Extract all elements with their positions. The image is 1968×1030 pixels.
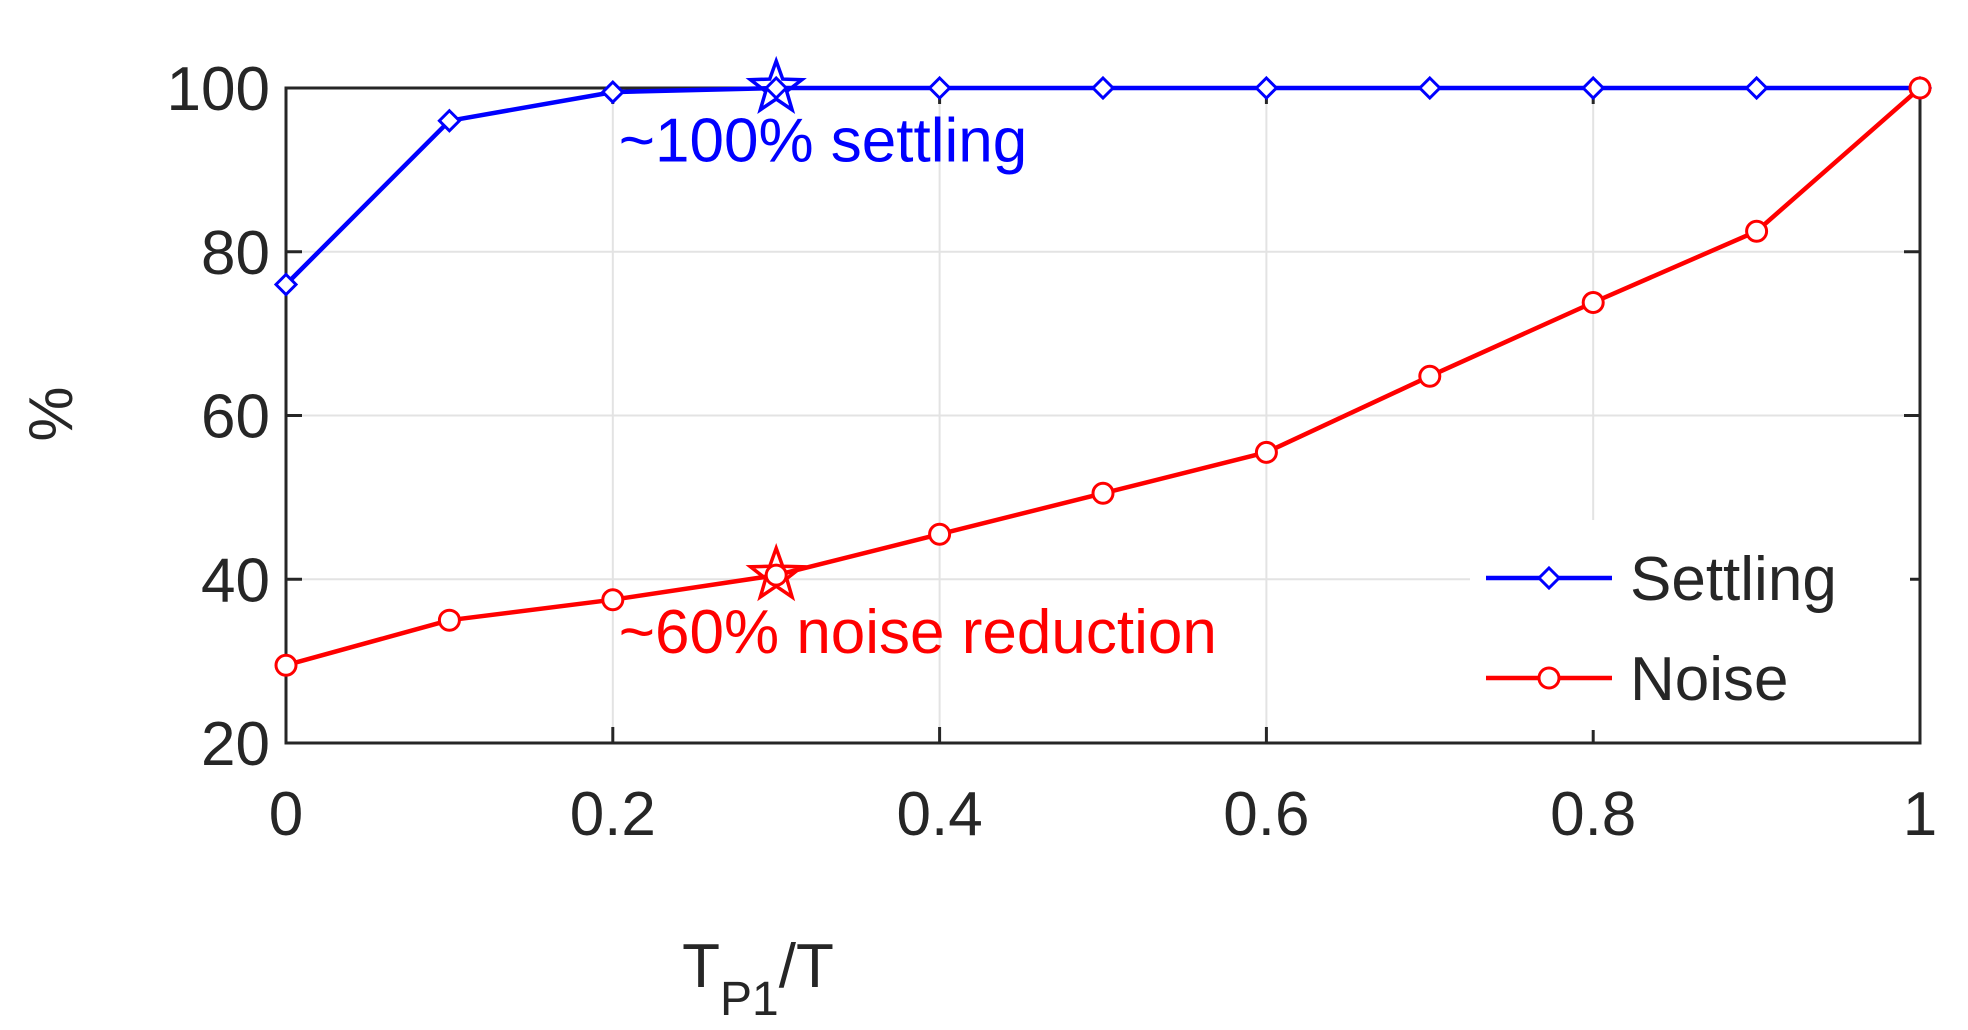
noise-point xyxy=(1254,440,1278,464)
noise-point xyxy=(1091,481,1115,505)
settling-point xyxy=(1581,75,1606,101)
legend-settling-marker xyxy=(1536,565,1562,591)
x-tick-label: 1 xyxy=(1903,780,1937,849)
noise-point xyxy=(601,588,625,612)
y-axis-label: % xyxy=(17,386,86,441)
noise-point xyxy=(1418,364,1442,388)
x-axis-label-subscript: P1 xyxy=(720,973,779,1026)
noise-point xyxy=(437,608,461,632)
legend-box xyxy=(1470,520,1910,730)
settling-point xyxy=(1254,75,1279,101)
y-tick-label: 60 xyxy=(201,383,270,452)
noise-point xyxy=(274,653,298,677)
settling-point xyxy=(437,108,462,133)
settling-point xyxy=(927,75,952,101)
x-tick-label: 0.6 xyxy=(1223,780,1309,849)
x-tick-label: 0.8 xyxy=(1550,780,1636,849)
noise-point xyxy=(1745,219,1769,243)
noise-highlight-star xyxy=(745,543,807,602)
y-tick-label: 20 xyxy=(201,710,270,779)
legend-noise-label: Noise xyxy=(1630,645,1789,714)
y-axis-ticks: 20 40 60 80 100 xyxy=(167,55,1920,779)
x-tick-label: 0.4 xyxy=(896,780,982,849)
x-axis-label: TP1/T xyxy=(682,932,834,1026)
settling-point xyxy=(1744,75,1769,101)
noise-annotation: ~60% noise reduction xyxy=(619,598,1217,667)
x-tick-label: 0.2 xyxy=(570,780,656,849)
settling-point xyxy=(1417,75,1442,101)
settling-point xyxy=(273,272,299,297)
annotations: ~100% settling ~60% noise reduction xyxy=(619,107,1217,667)
settling-point xyxy=(1090,75,1116,101)
x-axis-ticks: 0 0.2 0.4 0.6 0.8 1 xyxy=(269,88,1937,849)
settling-highlight-star xyxy=(745,55,807,114)
x-axis-label-suffix: /T xyxy=(779,932,834,1001)
settling-point xyxy=(600,79,625,105)
highlight-stars xyxy=(745,55,807,602)
x-axis-label-main: T xyxy=(682,932,720,1001)
legend: Settling Noise xyxy=(1470,520,1910,730)
y-tick-label: 80 xyxy=(201,219,270,288)
settling-annotation: ~100% settling xyxy=(619,107,1027,176)
noise-point xyxy=(1908,76,1932,100)
legend-noise-marker xyxy=(1537,666,1561,690)
data-series xyxy=(273,75,1933,677)
noise-point xyxy=(928,522,952,546)
y-tick-label: 100 xyxy=(167,55,270,124)
legend-settling-label: Settling xyxy=(1630,545,1837,614)
noise-point xyxy=(764,563,788,587)
y-tick-label: 40 xyxy=(201,546,270,615)
noise-point xyxy=(1581,291,1605,315)
x-tick-label: 0 xyxy=(269,780,303,849)
